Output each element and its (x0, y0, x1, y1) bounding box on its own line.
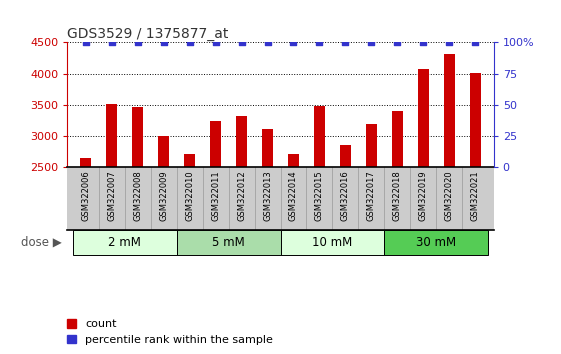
Bar (107, 104, 117, 167)
Text: GSM322006: GSM322006 (81, 171, 90, 221)
Point (211, 40, 220, 45)
Text: GSM322021: GSM322021 (471, 171, 480, 221)
Text: GSM322008: GSM322008 (133, 171, 142, 221)
Text: GSM322018: GSM322018 (393, 171, 402, 221)
Text: GSM322009: GSM322009 (159, 171, 168, 221)
Point (315, 40, 324, 45)
Text: GSM322020: GSM322020 (445, 171, 454, 221)
Text: 5 mM: 5 mM (212, 236, 245, 249)
Text: GSM322015: GSM322015 (315, 171, 324, 221)
Point (289, 40, 298, 45)
Bar (444, 54, 454, 167)
Bar (210, 121, 220, 167)
Text: GSM322007: GSM322007 (107, 171, 116, 221)
Text: 30 mM: 30 mM (416, 236, 457, 249)
Bar (236, 116, 247, 167)
Point (81, 40, 90, 45)
Bar (72, 230, 177, 255)
Point (419, 40, 428, 45)
Point (133, 40, 142, 45)
Point (107, 40, 116, 45)
Bar (419, 69, 429, 167)
Bar (384, 230, 489, 255)
Text: 10 mM: 10 mM (312, 236, 353, 249)
Text: GSM322012: GSM322012 (237, 171, 246, 221)
Point (367, 40, 376, 45)
Text: GSM322016: GSM322016 (341, 171, 350, 221)
Bar (288, 154, 298, 167)
Bar (314, 106, 325, 167)
Text: GSM322014: GSM322014 (289, 171, 298, 221)
Text: GSM322017: GSM322017 (367, 171, 376, 221)
Text: GSM322010: GSM322010 (185, 171, 194, 221)
Text: GSM322019: GSM322019 (419, 171, 428, 221)
Bar (341, 145, 351, 167)
Point (263, 40, 272, 45)
Bar (177, 230, 280, 255)
Bar (366, 124, 376, 167)
Point (471, 40, 480, 45)
Point (159, 40, 168, 45)
Bar (392, 111, 403, 167)
Text: GSM322011: GSM322011 (211, 171, 220, 221)
Point (341, 40, 350, 45)
Point (185, 40, 194, 45)
Legend: count, percentile rank within the sample: count, percentile rank within the sample (67, 319, 273, 345)
Bar (80, 158, 91, 167)
Bar (185, 154, 195, 167)
Point (445, 40, 454, 45)
Point (393, 40, 402, 45)
Text: GSM322013: GSM322013 (263, 171, 272, 221)
Bar (470, 73, 481, 167)
Bar (158, 136, 169, 167)
Text: dose ▶: dose ▶ (21, 236, 62, 249)
Bar (280, 230, 384, 255)
Point (237, 40, 246, 45)
Bar (263, 129, 273, 167)
Text: 2 mM: 2 mM (108, 236, 141, 249)
Text: GDS3529 / 1375877_at: GDS3529 / 1375877_at (67, 28, 229, 41)
Bar (132, 107, 142, 167)
